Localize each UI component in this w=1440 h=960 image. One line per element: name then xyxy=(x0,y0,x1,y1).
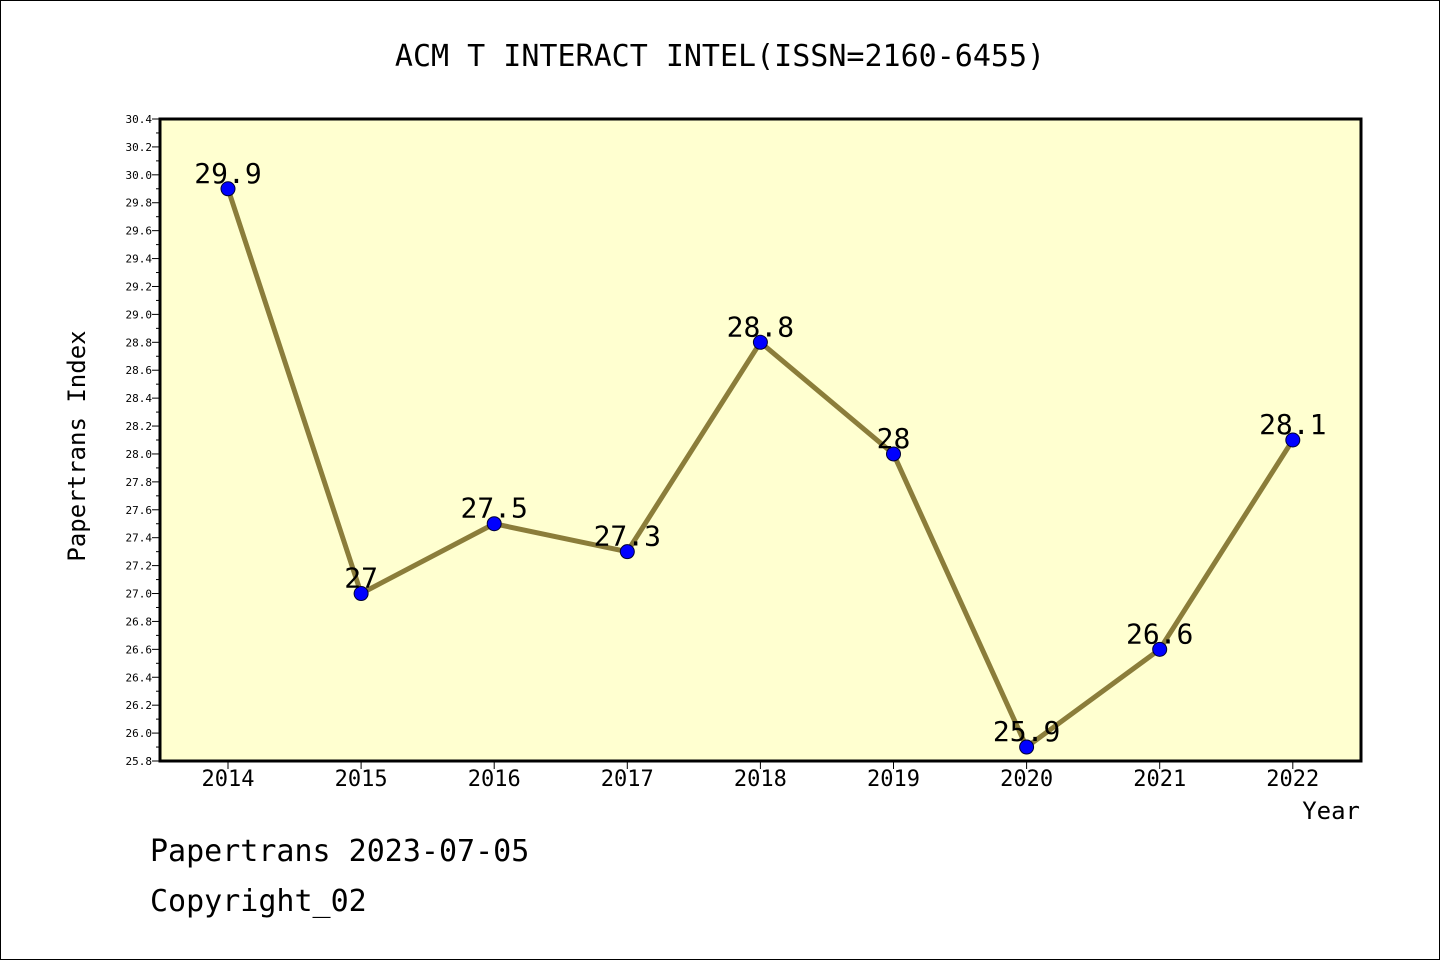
x-tick-label: 2020 xyxy=(1000,767,1053,792)
data-label: 29.9 xyxy=(194,157,261,190)
y-tick-label: 26.0 xyxy=(126,727,153,740)
plot-area xyxy=(158,117,1363,763)
x-tick-label: 2018 xyxy=(734,767,787,792)
x-tick-label: 2014 xyxy=(202,767,255,792)
x-tick-label: 2022 xyxy=(1266,767,1319,792)
y-tick-label: 30.4 xyxy=(126,113,153,126)
x-tick-label: 2019 xyxy=(867,767,920,792)
y-tick-label: 26.2 xyxy=(126,699,153,712)
y-tick-label: 29.0 xyxy=(126,308,153,321)
y-tick-label: 28.0 xyxy=(126,448,153,461)
x-axis: 2014 2015 2016 2017 2018 2019 2020 2021 2022 xyxy=(202,761,1319,792)
x-tick-label: 2015 xyxy=(335,767,388,792)
data-label: 27.5 xyxy=(460,492,527,525)
chart-title: ACM T INTERACT INTEL(ISSN=2160-6455) xyxy=(395,39,1045,74)
data-point xyxy=(1285,432,1301,448)
y-tick-label: 27.2 xyxy=(126,560,153,573)
data-point xyxy=(353,586,369,602)
y-tick-label: 28.2 xyxy=(126,420,153,433)
series-group: 29.9 27 27.5 27.3 28.8 28 25.9 26.6 28.1 xyxy=(194,157,1327,755)
x-tick-label: 2017 xyxy=(601,767,654,792)
y-tick-label: 27.0 xyxy=(126,588,153,601)
data-label: 25.9 xyxy=(993,715,1060,748)
y-tick-label: 27.8 xyxy=(126,476,153,489)
data-label: 26.6 xyxy=(1126,617,1193,650)
y-tick-label: 26.8 xyxy=(126,615,153,628)
y-tick-label: 25.8 xyxy=(126,755,153,768)
data-point xyxy=(1019,739,1035,755)
y-tick-label: 27.6 xyxy=(126,504,153,517)
data-label: 28.1 xyxy=(1259,408,1326,441)
data-point xyxy=(619,544,635,560)
y-tick-label: 28.8 xyxy=(126,336,153,349)
y-axis-label: Papertrans Index xyxy=(63,330,91,561)
y-tick-label: 26.4 xyxy=(126,671,153,684)
data-label: 27.3 xyxy=(594,520,661,553)
y-tick-label: 28.6 xyxy=(126,364,153,377)
y-tick-label: 30.2 xyxy=(126,141,153,154)
x-tick-label: 2021 xyxy=(1133,767,1186,792)
data-point xyxy=(886,446,901,462)
y-tick-label: 29.8 xyxy=(126,197,153,210)
data-point xyxy=(752,334,768,350)
y-axis: 25.8 26.0 26.2 26.4 26.6 26.8 27.0 27.2 27.4 27.6… xyxy=(126,113,160,768)
x-tick-label: 2016 xyxy=(468,767,521,792)
data-label: 28 xyxy=(877,422,911,455)
y-tick-label: 29.6 xyxy=(126,225,153,238)
data-point xyxy=(486,516,502,532)
y-tick-label: 30.0 xyxy=(126,169,153,182)
y-tick-label: 28.4 xyxy=(126,392,153,405)
y-tick-label: 26.6 xyxy=(126,643,153,656)
data-label: 27 xyxy=(344,562,378,595)
footer-copyright: Copyright_02 xyxy=(150,884,367,919)
data-point xyxy=(1152,641,1168,657)
x-axis-label: Year xyxy=(1302,797,1360,825)
y-tick-label: 29.2 xyxy=(126,280,153,293)
data-label: 28.8 xyxy=(727,310,794,343)
footer-date: Papertrans 2023-07-05 xyxy=(150,834,530,869)
y-tick-label: 27.4 xyxy=(126,532,153,545)
y-tick-label: 29.4 xyxy=(126,253,153,266)
data-point xyxy=(220,181,236,197)
